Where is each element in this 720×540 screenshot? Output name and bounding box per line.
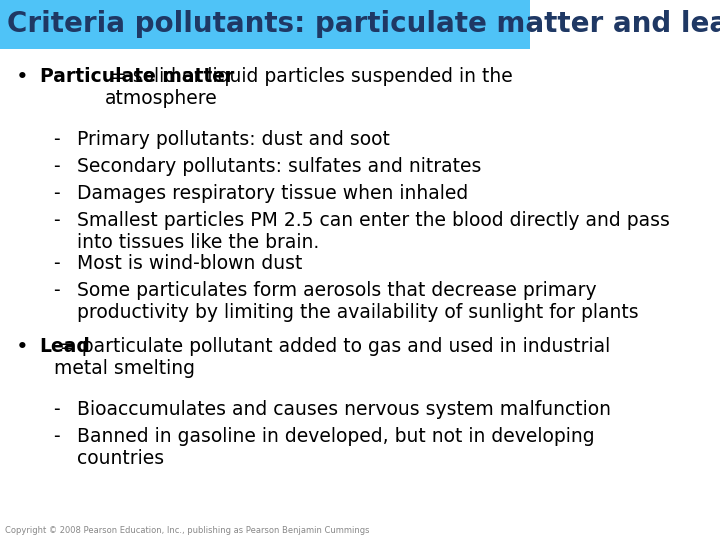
Text: Damages respiratory tissue when inhaled: Damages respiratory tissue when inhaled <box>77 184 468 202</box>
Text: Secondary pollutants: sulfates and nitrates: Secondary pollutants: sulfates and nitra… <box>77 157 481 176</box>
Text: -: - <box>53 130 60 148</box>
Text: Particulate matter: Particulate matter <box>40 68 234 86</box>
Text: = solid or liquid particles suspended in the
atmosphere: = solid or liquid particles suspended in… <box>104 68 513 109</box>
Text: Lead: Lead <box>40 338 91 356</box>
Text: Some particulates form aerosols that decrease primary
productivity by limiting t: Some particulates form aerosols that dec… <box>77 281 639 322</box>
Text: = particulate pollutant added to gas and used in industrial
metal smelting: = particulate pollutant added to gas and… <box>54 338 611 379</box>
Text: -: - <box>53 211 60 229</box>
Text: Copyright © 2008 Pearson Education, Inc., publishing as Pearson Benjamin Cumming: Copyright © 2008 Pearson Education, Inc.… <box>5 525 370 535</box>
Text: -: - <box>53 254 60 273</box>
FancyBboxPatch shape <box>0 0 530 49</box>
Text: Bioaccumulates and causes nervous system malfunction: Bioaccumulates and causes nervous system… <box>77 400 611 419</box>
Text: -: - <box>53 427 60 446</box>
Text: •: • <box>16 338 29 357</box>
Text: Primary pollutants: dust and soot: Primary pollutants: dust and soot <box>77 130 390 148</box>
Text: Criteria pollutants: particulate matter and lead: Criteria pollutants: particulate matter … <box>7 10 720 38</box>
Text: Most is wind-blown dust: Most is wind-blown dust <box>77 254 302 273</box>
Text: -: - <box>53 157 60 176</box>
Text: -: - <box>53 184 60 202</box>
Text: •: • <box>16 68 29 87</box>
Text: Smallest particles PM 2.5 can enter the blood directly and pass
into tissues lik: Smallest particles PM 2.5 can enter the … <box>77 211 670 252</box>
Text: -: - <box>53 400 60 419</box>
Text: Banned in gasoline in developed, but not in developing
countries: Banned in gasoline in developed, but not… <box>77 427 595 468</box>
Text: -: - <box>53 281 60 300</box>
